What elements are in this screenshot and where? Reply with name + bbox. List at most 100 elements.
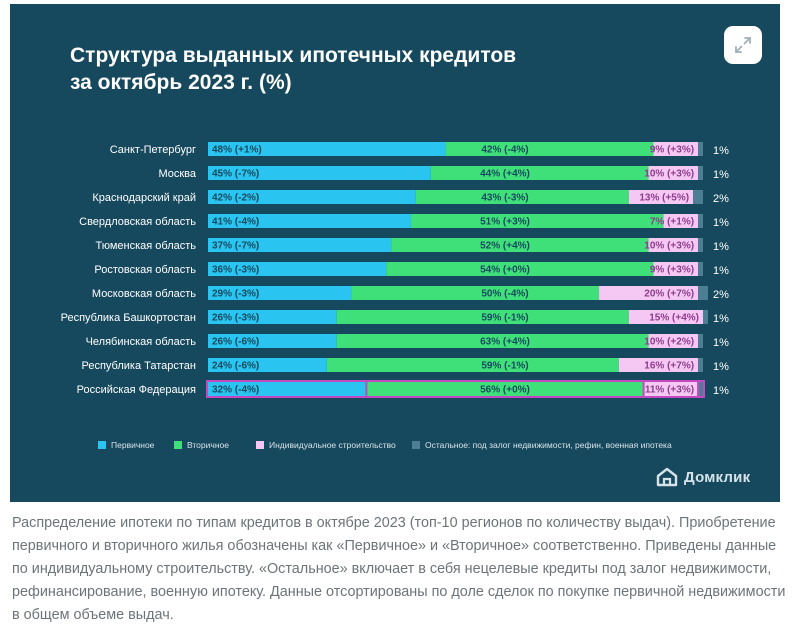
expand-icon <box>735 37 751 53</box>
highlight-outline <box>206 380 705 398</box>
bar-segment <box>628 310 703 324</box>
category-label: Республика Татарстан <box>81 360 196 372</box>
legend-item: Остальное: под залог недвижимости, рефин… <box>412 438 672 452</box>
category-label: Челябинская область <box>86 336 197 348</box>
bar-segment <box>208 190 416 204</box>
data-label: 41% (-4%) <box>212 217 259 228</box>
other-value-label: 1% <box>713 361 729 373</box>
bar-segment <box>628 190 694 204</box>
category-label: Российская Федерация <box>77 384 196 396</box>
bar-segment <box>208 262 387 276</box>
bar-segment <box>336 310 629 324</box>
category-label: Республика Башкортостан <box>61 312 196 324</box>
data-label: 42% (-4%) <box>481 145 528 156</box>
brand: Домклик <box>656 467 750 487</box>
data-label: 36% (-3%) <box>212 265 259 276</box>
data-label: 10% (+3%) <box>644 169 694 180</box>
data-label: 63% (+4%) <box>480 337 530 348</box>
caption: Распределение ипотеки по типам кредитов … <box>12 515 786 623</box>
other-value-label: 1% <box>713 241 729 253</box>
data-label: 11% (+3%) <box>645 385 694 396</box>
bar-segment <box>208 382 367 396</box>
data-label: 26% (-6%) <box>212 337 259 348</box>
other-value-label: 2% <box>713 193 729 205</box>
data-label: 42% (-2%) <box>212 193 259 204</box>
data-label: 26% (-3%) <box>212 313 259 324</box>
data-label: 13% (+5%) <box>639 193 689 204</box>
data-label: 54% (+0%) <box>480 265 530 276</box>
other-value-label: 1% <box>713 385 729 397</box>
other-value-label: 1% <box>713 169 729 181</box>
chart-title-line2: за октябрь 2023 г. (%) <box>70 71 292 94</box>
bar-segment <box>698 238 703 252</box>
other-value-label: 1% <box>713 217 729 229</box>
bar-segment <box>208 310 337 324</box>
category-label: Москва <box>158 168 196 180</box>
data-label: 45% (-7%) <box>212 169 259 180</box>
legend-label: Вторичное <box>187 440 229 450</box>
data-label: 56% (+0%) <box>480 385 530 396</box>
bar-segment <box>336 334 649 348</box>
domclick-logo-icon <box>656 467 678 487</box>
bar-segment <box>698 382 703 396</box>
other-value-label: 1% <box>713 145 729 157</box>
data-label: 29% (-3%) <box>212 289 259 300</box>
legend-swatch <box>174 441 182 449</box>
bar-segment <box>208 142 446 156</box>
category-label: Санкт-Петербург <box>110 144 196 156</box>
other-value-label: 2% <box>713 289 729 301</box>
chart-title: Структура выданных ипотечных кредитов за… <box>70 42 630 96</box>
bar-segment <box>703 310 708 324</box>
data-label: 43% (-3%) <box>481 193 528 204</box>
bar-segment <box>648 166 699 180</box>
category-label: Ростовская область <box>94 264 196 276</box>
bar-segment <box>643 382 699 396</box>
bar-segment <box>391 238 649 252</box>
data-label: 59% (-1%) <box>481 361 528 372</box>
data-label: 44% (+4%) <box>480 169 530 180</box>
bar-segment <box>698 166 703 180</box>
chart-card: Структура выданных ипотечных кредитов за… <box>10 4 780 502</box>
bar-segment <box>653 142 699 156</box>
bar-segment <box>208 214 411 228</box>
data-label: 10% (+3%) <box>644 241 694 252</box>
data-label: 16% (+7%) <box>644 361 694 372</box>
legend-label: Первичное <box>111 440 155 450</box>
bar-segment <box>326 358 619 372</box>
bar-segment <box>698 358 703 372</box>
legend-label: Остальное: под залог недвижимости, рефин… <box>425 440 672 450</box>
legend-label: Индивидуальное строительство <box>269 440 396 450</box>
category-label: Тюменская область <box>95 240 196 252</box>
bar-segment <box>445 142 654 156</box>
bar-segment <box>208 334 337 348</box>
legend-item: Индивидуальное строительство <box>256 438 396 452</box>
other-value-label: 1% <box>713 265 729 277</box>
data-label: 52% (+4%) <box>480 241 530 252</box>
bar-segment <box>693 190 703 204</box>
bar-segment <box>648 238 699 252</box>
data-label: 20% (+7%) <box>644 289 694 300</box>
expand-button[interactable] <box>724 26 762 64</box>
data-label: 10% (+2%) <box>644 337 694 348</box>
bar-segment <box>618 358 699 372</box>
bar-segment <box>410 214 664 228</box>
data-label: 9% (+3%) <box>650 265 694 276</box>
other-value-label: 1% <box>713 337 729 349</box>
legend-swatch <box>256 441 264 449</box>
category-label: Свердловская область <box>79 216 196 228</box>
bar-segment <box>698 142 703 156</box>
bar-segment <box>698 214 703 228</box>
bar-segment <box>698 286 708 300</box>
bar-segment <box>430 166 649 180</box>
category-label: Московская область <box>92 288 196 300</box>
data-label: 7% (+1%) <box>650 217 694 228</box>
data-label: 51% (+3%) <box>480 217 530 228</box>
bar-segment <box>698 262 703 276</box>
legend-item: Первичное <box>98 438 154 452</box>
data-label: 37% (-7%) <box>212 241 259 252</box>
bar-segment <box>208 286 352 300</box>
data-label: 32% (-4%) <box>212 385 259 396</box>
stacked-bar-chart: Санкт-Петербург 48% (+1%) 42% (-4%) 9% (+3%… <box>61 142 729 398</box>
legend-item: Вторичное <box>174 438 229 452</box>
legend-swatch <box>412 441 420 449</box>
